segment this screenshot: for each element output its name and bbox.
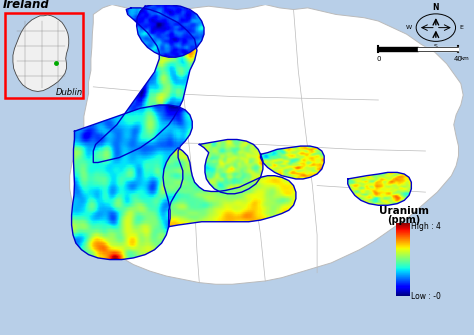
Text: km: km (461, 56, 470, 61)
Text: 0: 0 (376, 56, 381, 62)
Text: S: S (434, 44, 438, 49)
Text: High : 4: High : 4 (411, 222, 441, 230)
Text: 40: 40 (454, 56, 463, 62)
Text: W: W (406, 25, 412, 30)
Text: E: E (459, 25, 463, 30)
Text: N: N (433, 3, 439, 12)
Text: Low : -0: Low : -0 (411, 292, 441, 301)
Text: Ireland: Ireland (3, 0, 50, 11)
Polygon shape (13, 15, 69, 91)
Text: Dublin: Dublin (56, 88, 83, 97)
Polygon shape (70, 5, 463, 284)
Text: Uranium: Uranium (379, 206, 429, 216)
Text: (ppm): (ppm) (387, 215, 420, 225)
